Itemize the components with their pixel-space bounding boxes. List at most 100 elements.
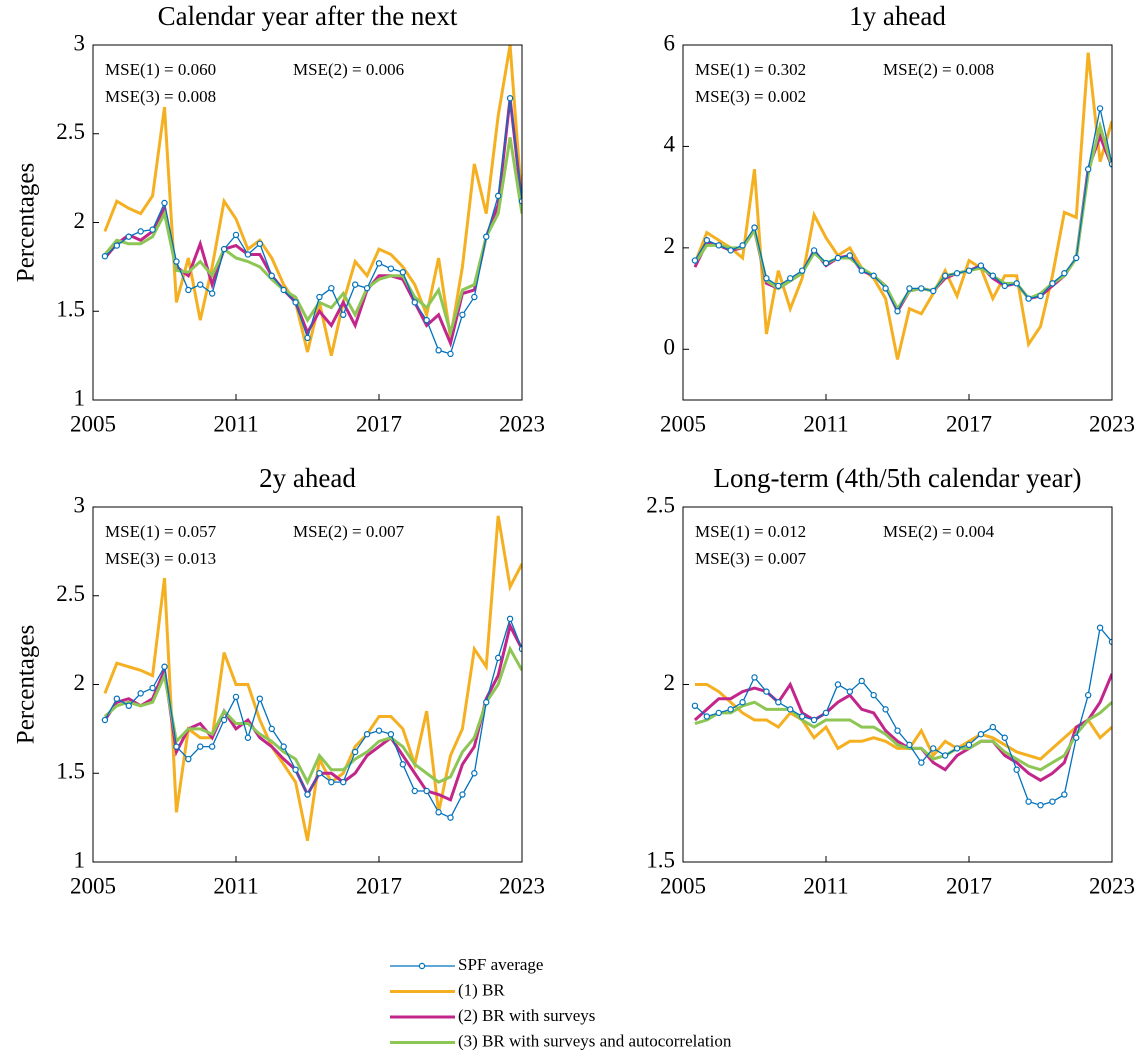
series-line (103, 515, 522, 841)
data-point (101, 253, 109, 260)
y-tick-label: 1.5 (56, 759, 85, 784)
data-point (941, 752, 949, 759)
data-point (870, 272, 877, 279)
y-axis-label: Percentages (13, 163, 40, 282)
data-point (149, 684, 156, 692)
data-point (1037, 802, 1044, 809)
data-point (351, 281, 359, 288)
series-line (694, 700, 1112, 772)
x-tick-label: 2017 (356, 411, 402, 436)
legend-label: SPF average (458, 955, 543, 974)
plot-frame (682, 44, 1113, 401)
series-line (694, 683, 1112, 761)
y-tick-label: 2.5 (56, 581, 85, 606)
data-point (375, 727, 383, 734)
data-point (173, 743, 180, 750)
data-point (494, 192, 502, 200)
data-point (1061, 270, 1068, 277)
data-point (316, 770, 323, 777)
data-point (965, 267, 973, 274)
annotation: MSE(3) = 0.002 (695, 87, 806, 106)
data-point (1013, 280, 1020, 287)
data-point (471, 293, 478, 301)
plot-frame (92, 44, 523, 401)
data-point (268, 725, 275, 733)
data-point (941, 272, 949, 279)
data-point (483, 233, 490, 240)
legend-label: (1) BR (458, 980, 505, 999)
data-point (906, 285, 913, 292)
data-point (518, 198, 522, 205)
y-tick-label: 1 (74, 385, 86, 410)
y-tick-label: 1 (74, 847, 86, 872)
data-point (232, 693, 240, 701)
data-point (435, 809, 442, 816)
data-point (459, 791, 466, 798)
plot-frame (682, 506, 1113, 863)
data-point (691, 257, 699, 264)
data-point (1001, 282, 1008, 290)
data-point (161, 199, 168, 207)
data-point (244, 251, 252, 258)
data-point (137, 228, 144, 235)
series-line (103, 645, 522, 786)
data-point (1001, 734, 1008, 741)
data-point (447, 814, 454, 821)
annotation: MSE(1) = 0.302 (695, 60, 806, 79)
series-line (104, 616, 522, 819)
data-point (351, 748, 359, 756)
annotation: MSE(3) = 0.007 (695, 549, 807, 568)
data-point (787, 275, 794, 282)
data-point (435, 347, 442, 354)
data-point (399, 269, 407, 276)
data-point (727, 247, 734, 254)
data-point (125, 233, 132, 240)
data-point (1073, 734, 1080, 741)
data-point (494, 654, 502, 662)
series-line (104, 98, 522, 355)
x-tick-label: 2005 (70, 873, 116, 898)
data-point (751, 224, 758, 231)
data-point (399, 761, 407, 768)
data-point (304, 334, 311, 342)
chart-title: 1y ahead (849, 1, 946, 31)
x-tick-label: 2017 (356, 873, 402, 898)
plot-frame (92, 506, 523, 863)
data-point (858, 677, 865, 685)
data-point (739, 699, 746, 706)
data-point (292, 299, 299, 306)
data-point (834, 254, 842, 262)
data-point (1061, 791, 1068, 798)
data-point (256, 240, 264, 247)
data-point (822, 709, 830, 717)
data-point (727, 706, 734, 713)
data-point (882, 285, 889, 292)
y-tick-label: 2 (664, 670, 676, 695)
data-point (447, 350, 454, 358)
chart-title: Long-term (4th/5th calendar year) (713, 463, 1081, 493)
legend-label: (3) BR with surveys and autocorrelation (458, 1031, 732, 1050)
data-point (977, 262, 985, 269)
data-point (316, 293, 323, 301)
data-point (1025, 798, 1032, 805)
y-tick-label: 0 (664, 335, 676, 360)
series-line (694, 626, 1112, 806)
data-point (953, 270, 961, 277)
annotation: MSE(1) = 0.057 (105, 522, 217, 541)
data-point (691, 702, 699, 710)
data-point (518, 645, 522, 653)
data-point (1108, 160, 1112, 168)
data-point (1084, 691, 1092, 699)
x-tick-label: 2011 (213, 873, 258, 898)
data-point (977, 731, 985, 738)
y-tick-label: 6 (664, 30, 676, 55)
data-point (1073, 254, 1080, 262)
data-point (930, 287, 937, 295)
data-point (858, 267, 865, 274)
x-tick-label: 2011 (803, 873, 848, 898)
x-tick-label: 2023 (499, 873, 545, 898)
data-point (387, 265, 395, 272)
y-tick-label: 2.5 (646, 492, 675, 517)
series-line (693, 52, 1112, 360)
